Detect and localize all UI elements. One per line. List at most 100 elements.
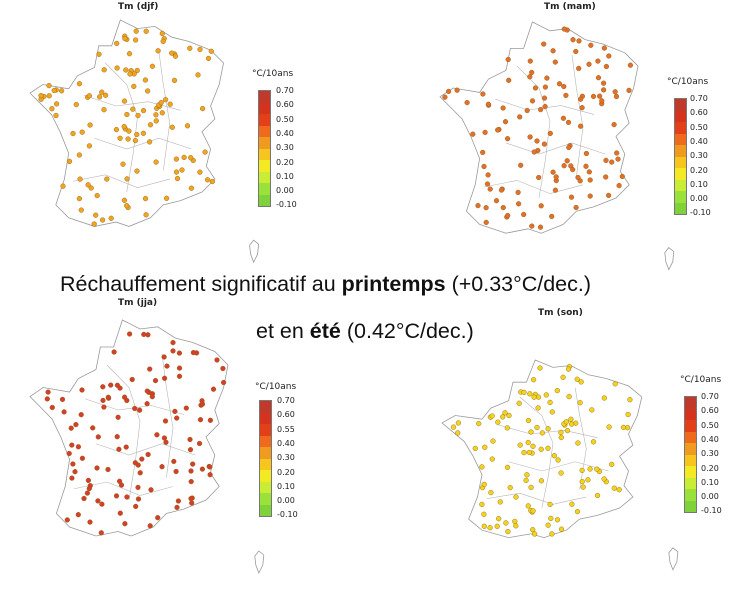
station-dot <box>86 486 92 492</box>
corsica-outline <box>668 547 679 571</box>
station-dot <box>124 176 130 182</box>
station-dot <box>173 169 180 175</box>
station-dot <box>616 183 622 189</box>
station-dot <box>527 58 533 64</box>
station-dot <box>500 414 506 420</box>
station-dot <box>442 94 448 100</box>
station-dot <box>538 203 544 209</box>
station-dot <box>49 106 55 112</box>
station-dot <box>144 388 150 394</box>
station-dot <box>515 189 521 196</box>
station-dot <box>583 163 589 169</box>
station-dot <box>113 493 120 499</box>
station-dot <box>554 387 560 394</box>
map-title-son: Tm (son) <box>538 308 583 318</box>
station-dot <box>601 395 608 401</box>
colorbar-tick-label: 0.60 <box>277 410 295 420</box>
colorbar-tick-label: 0.60 <box>276 100 294 110</box>
station-dot <box>95 434 101 440</box>
station-dot <box>521 211 527 218</box>
station-dot <box>129 376 135 383</box>
station-dot <box>145 88 151 94</box>
station-dot <box>187 447 194 453</box>
station-dot <box>555 457 561 463</box>
station-dot <box>479 464 485 470</box>
station-dot <box>66 158 73 165</box>
station-dot <box>169 50 175 56</box>
department-border <box>72 174 170 189</box>
station-dot <box>137 407 143 413</box>
station-dot <box>199 398 205 404</box>
station-dot <box>530 508 536 514</box>
colorbar-segment <box>685 500 696 512</box>
colorbar-segment <box>260 424 271 436</box>
station-dot <box>576 65 582 72</box>
station-dot <box>589 407 595 413</box>
station-dot <box>94 193 100 199</box>
station-dot <box>548 515 554 522</box>
station-dot <box>144 401 150 407</box>
colorbar-tick-label: 0.30 <box>277 453 295 463</box>
station-dot <box>76 196 83 202</box>
station-dot <box>170 339 176 346</box>
station-dot <box>601 45 608 51</box>
colorbar-tick-label: 0.50 <box>690 122 708 132</box>
station-dot <box>72 469 78 475</box>
station-dot <box>539 430 546 436</box>
station-dot <box>197 417 204 423</box>
station-dot <box>174 415 180 421</box>
station-dot <box>147 523 153 529</box>
colorbar-tick-label: 0.20 <box>701 463 719 473</box>
station-dot <box>531 531 538 537</box>
station-dot <box>570 37 576 43</box>
colorbar-ticks-jja: 0.70 0.60 0.55 0.40 0.30 0.20 0.10 0.00 -0.10 <box>277 397 317 527</box>
station-dot <box>73 422 79 428</box>
colorbar-segment <box>675 145 686 157</box>
station-dot <box>69 442 75 448</box>
station-dot <box>190 349 197 356</box>
stations-jja <box>44 331 227 536</box>
station-dot <box>210 386 217 392</box>
colorbar-segment <box>675 156 686 168</box>
station-dot <box>205 177 211 183</box>
colorbar-segment <box>685 408 696 420</box>
station-dot <box>587 466 593 472</box>
department-border <box>571 54 584 177</box>
station-dot <box>585 477 591 483</box>
station-dot <box>541 95 548 101</box>
station-dot <box>117 135 123 141</box>
station-dot <box>547 399 553 406</box>
station-dot <box>181 154 187 161</box>
station-dot <box>576 38 582 44</box>
france-border <box>29 19 224 227</box>
station-dot <box>561 163 567 169</box>
station-dot <box>69 475 75 481</box>
station-dot <box>187 45 193 51</box>
colorbar-segment <box>675 99 686 111</box>
station-dot <box>609 461 615 468</box>
station-dot <box>505 529 511 535</box>
station-dot <box>121 197 128 203</box>
station-dot <box>528 429 534 435</box>
station-dot <box>512 518 518 525</box>
station-dot <box>189 500 195 506</box>
station-dot <box>200 105 206 112</box>
colorbar-segment <box>685 454 696 466</box>
station-dot <box>543 392 549 398</box>
station-dot <box>549 531 555 537</box>
station-dot <box>545 522 551 528</box>
station-dot <box>612 89 618 95</box>
colorbar-tick-label: 0.20 <box>276 157 294 167</box>
station-dot <box>114 434 120 440</box>
station-dot <box>196 440 203 447</box>
station-dot <box>58 88 65 94</box>
station-dot <box>547 130 553 137</box>
department-border <box>483 180 584 194</box>
station-dot <box>573 48 579 55</box>
station-dot <box>207 417 214 423</box>
station-dot <box>131 83 137 90</box>
station-dot <box>76 152 83 158</box>
station-dot <box>78 207 84 213</box>
station-dot <box>489 456 495 462</box>
station-dot <box>159 110 165 116</box>
